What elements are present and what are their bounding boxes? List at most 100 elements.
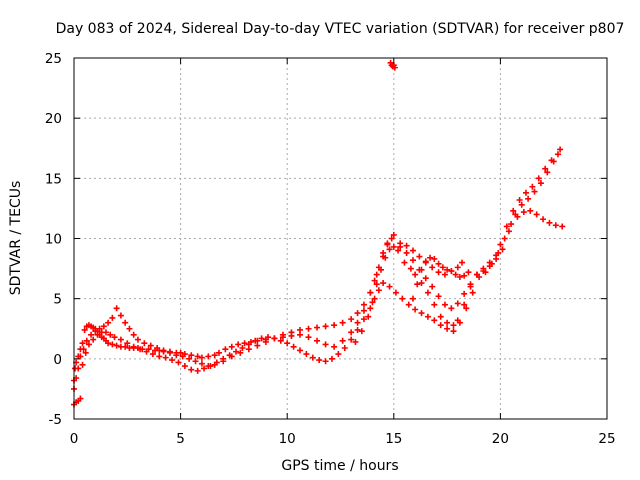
data-point [220, 355, 227, 362]
data-point [81, 326, 88, 333]
data-point [92, 328, 99, 335]
data-point [391, 64, 398, 71]
data-point [314, 337, 321, 344]
data-point [149, 351, 156, 358]
x-axis-label: GPS time / hours [281, 458, 398, 474]
data-point [186, 355, 193, 362]
data-point [126, 325, 133, 332]
data-point [105, 319, 112, 326]
y-tick-label: -5 [49, 412, 62, 428]
data-point [463, 305, 470, 312]
data-point [461, 290, 468, 297]
data-point [175, 359, 182, 366]
data-point [454, 264, 461, 271]
data-point [288, 329, 295, 336]
data-point [358, 328, 365, 335]
x-tick-label: 25 [598, 431, 615, 447]
data-point [339, 319, 346, 326]
data-point [105, 340, 112, 347]
data-point [441, 271, 448, 278]
data-point [254, 342, 261, 349]
data-point [452, 271, 459, 278]
data-point [117, 312, 124, 319]
data-point [188, 366, 195, 373]
data-point [241, 340, 248, 347]
data-point [412, 306, 419, 313]
data-point [162, 354, 169, 361]
data-point [77, 353, 84, 360]
data-point [459, 259, 466, 266]
data-point [367, 305, 374, 312]
data-point [450, 322, 457, 329]
data-point [435, 269, 442, 276]
data-point [444, 266, 451, 273]
data-point [422, 258, 429, 265]
data-point [525, 195, 532, 202]
x-tick-label: 5 [176, 431, 185, 447]
data-point [322, 358, 329, 365]
data-point [147, 342, 154, 349]
data-point [476, 274, 483, 281]
data-point [279, 331, 286, 338]
data-point [409, 247, 416, 254]
data-point [79, 340, 86, 347]
data-point [520, 209, 527, 216]
data-point [339, 337, 346, 344]
data-point [141, 340, 148, 347]
data-point [130, 331, 137, 338]
data-point [508, 221, 515, 228]
data-point [401, 259, 408, 266]
data-point [100, 323, 107, 330]
data-point [177, 349, 184, 356]
data-point [156, 353, 163, 360]
data-point [124, 340, 131, 347]
data-point [117, 336, 124, 343]
data-point [316, 357, 323, 364]
data-point [499, 246, 506, 253]
data-point [365, 313, 372, 320]
data-points [71, 59, 566, 408]
data-point [395, 247, 402, 254]
data-point [435, 293, 442, 300]
data-point [96, 325, 103, 332]
data-point [467, 281, 474, 288]
y-tick-label: 5 [53, 292, 62, 308]
data-point [557, 146, 564, 153]
data-point [535, 175, 542, 182]
data-point [322, 323, 329, 330]
data-point [284, 340, 291, 347]
data-point [544, 169, 551, 176]
data-point [497, 241, 504, 248]
data-point [331, 343, 338, 350]
data-point [527, 207, 534, 214]
data-point [386, 246, 393, 253]
data-point [373, 281, 380, 288]
data-point [262, 338, 269, 345]
data-point [198, 354, 205, 361]
data-point [409, 257, 416, 264]
data-point [109, 341, 116, 348]
data-point [552, 222, 559, 229]
data-point [369, 299, 376, 306]
data-point [505, 228, 512, 235]
data-point [416, 253, 423, 260]
data-point [107, 331, 114, 338]
x-tick-label: 10 [279, 431, 296, 447]
x-tick-label: 20 [492, 431, 509, 447]
data-point [271, 335, 278, 342]
data-point [531, 188, 538, 195]
y-axis-label: SDTVAR / TECUs [8, 181, 24, 296]
data-point [540, 216, 547, 223]
data-point [448, 305, 455, 312]
data-point [427, 254, 434, 261]
data-point [235, 341, 242, 348]
data-point [510, 207, 517, 214]
data-point [529, 183, 536, 190]
data-point [378, 266, 385, 273]
data-point [386, 283, 393, 290]
data-point [309, 354, 316, 361]
data-point [435, 260, 442, 267]
data-point [109, 314, 116, 321]
data-point [122, 319, 129, 326]
data-point [456, 319, 463, 326]
